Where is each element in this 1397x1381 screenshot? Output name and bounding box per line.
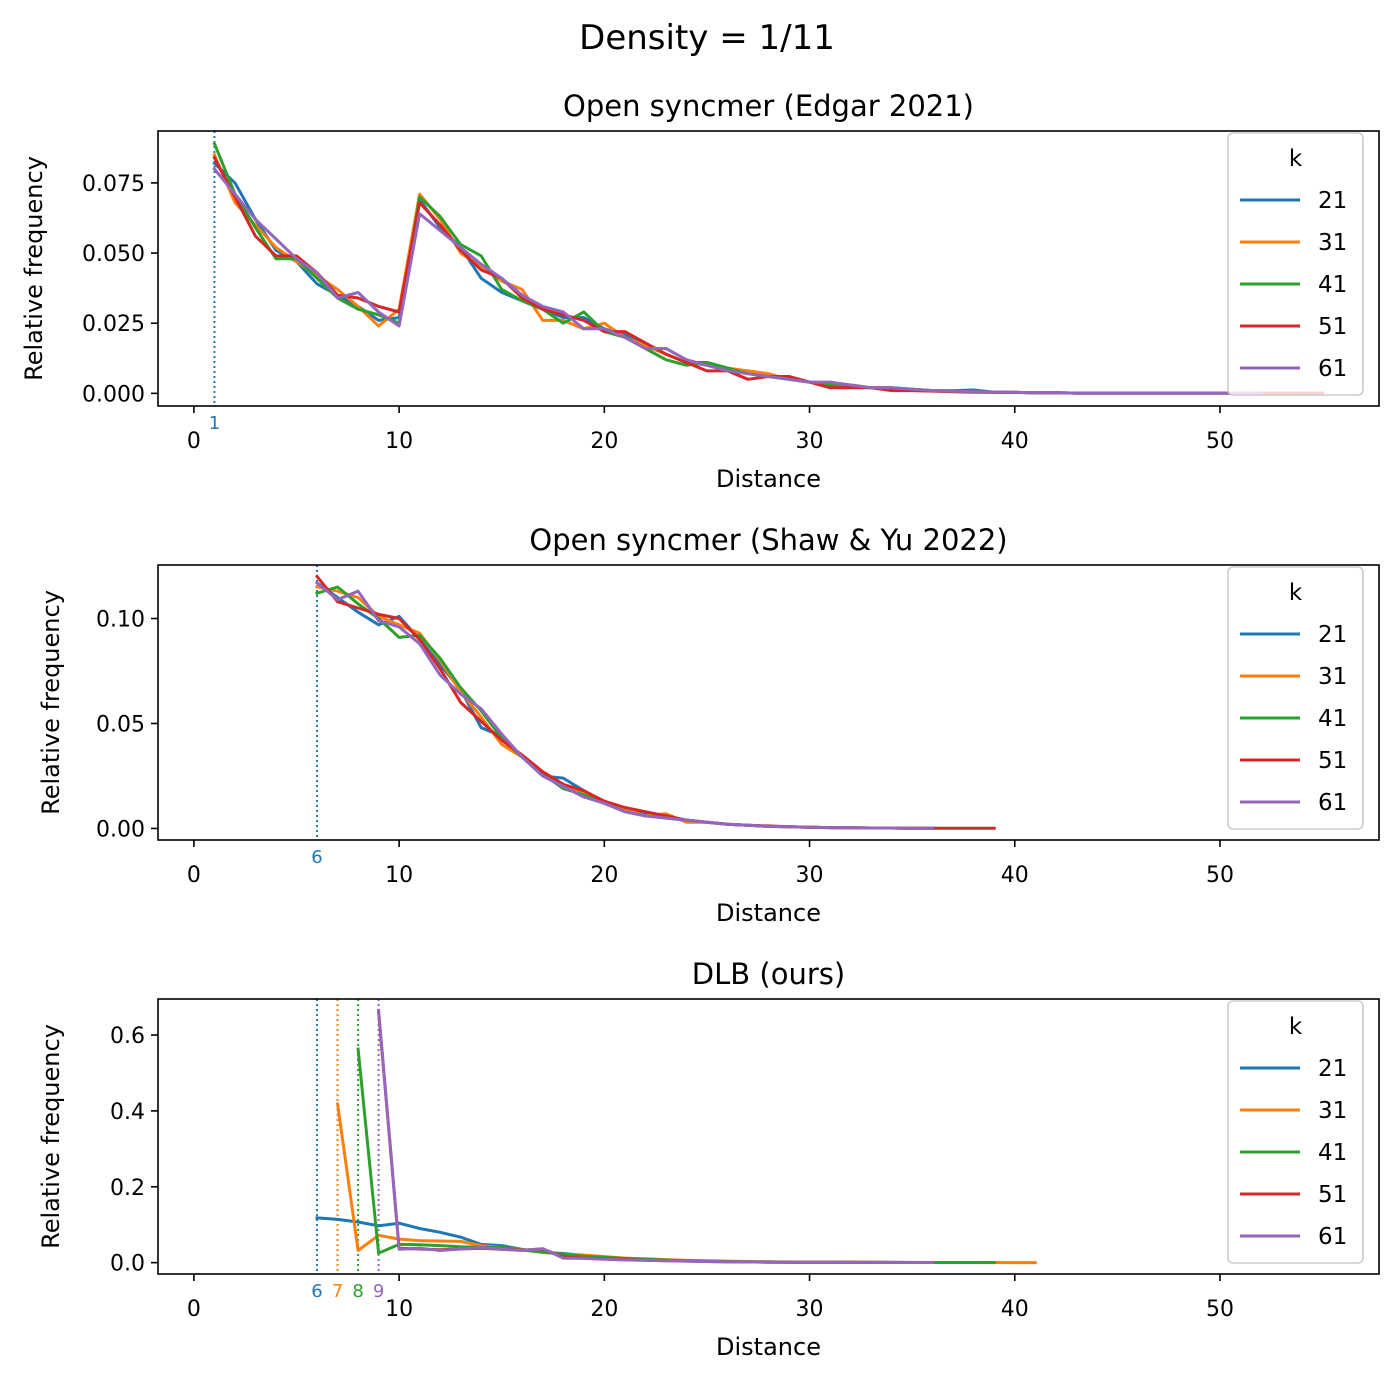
x-tick-label: 50 — [1206, 863, 1234, 888]
legend-label-k41: 41 — [1318, 272, 1347, 298]
plot-area — [315, 999, 1037, 1274]
legend-title: k — [1289, 1014, 1303, 1040]
threshold-label: 1 — [209, 413, 220, 434]
axes-frame — [157, 998, 1380, 1275]
series-line-k61 — [314, 580, 935, 830]
y-tick-label: 0.2 — [110, 1176, 145, 1201]
x-tick-label: 50 — [1206, 1297, 1234, 1322]
legend-label-k31: 31 — [1318, 1098, 1347, 1124]
panel-1: Open syncmer (Edgar 2021) 10 10 20 30 40 50 0.0… — [20, 89, 1380, 493]
x-tick-label: 0 — [187, 863, 201, 888]
plot-area — [314, 565, 996, 840]
x-tick-label: 30 — [796, 863, 824, 888]
figure-suptitle: Density = 1/11 — [579, 18, 835, 58]
threshold-label: 9 — [373, 1281, 384, 1302]
x-axis-label: Distance — [716, 1333, 821, 1361]
x-tick-label: 30 — [796, 1297, 824, 1322]
legend-label-k21: 21 — [1318, 1056, 1347, 1082]
threshold-label: 7 — [332, 1281, 343, 1302]
x-tick-label: 30 — [796, 429, 824, 454]
y-axis-label: Relative frequency — [37, 590, 65, 815]
x-tick-label: 0 — [187, 429, 201, 454]
x-tick-label: 10 — [385, 429, 413, 454]
x-tick-label: 50 — [1206, 429, 1234, 454]
x-tick-label: 0 — [187, 1297, 201, 1322]
x-axis-label: Distance — [716, 899, 821, 927]
legend-label-k41: 41 — [1318, 1140, 1347, 1166]
legend-label-k51: 51 — [1318, 748, 1347, 774]
y-tick-label: 0.10 — [96, 608, 145, 633]
legend-label-k61: 61 — [1318, 790, 1347, 816]
legend: k 21 31 41 51 61 — [1227, 566, 1364, 830]
series-line-k61 — [376, 1008, 935, 1264]
legend-title: k — [1289, 146, 1303, 172]
legend-label-k51: 51 — [1318, 314, 1347, 340]
legend-label-k21: 21 — [1318, 188, 1347, 214]
y-tick-label: 0.00 — [96, 817, 145, 842]
panels: Open syncmer (Edgar 2021)10 10 20 30 40 500.0… — [20, 89, 1380, 1361]
y-tick-label: 0.050 — [82, 242, 145, 267]
series-line-k61 — [212, 166, 1263, 395]
x-tick-label: 40 — [1001, 1297, 1029, 1322]
axes-frame — [157, 564, 1380, 841]
legend-title: k — [1289, 580, 1303, 606]
threshold-label: 6 — [311, 847, 322, 868]
threshold-label: 8 — [352, 1281, 363, 1302]
legend-label-k31: 31 — [1318, 230, 1347, 256]
y-tick-label: 0.05 — [96, 712, 145, 737]
legend-label-k21: 21 — [1318, 622, 1347, 648]
y-tick-label: 0.000 — [82, 382, 145, 407]
threshold-label: 6 — [311, 1281, 322, 1302]
legend-label-k41: 41 — [1318, 706, 1347, 732]
x-tick-label: 20 — [590, 863, 618, 888]
panel-title: Open syncmer (Edgar 2021) — [563, 89, 974, 123]
y-tick-label: 0.075 — [82, 172, 145, 197]
y-axis-label: Relative frequency — [37, 1024, 65, 1249]
panel-title: Open syncmer (Shaw & Yu 2022) — [529, 523, 1007, 557]
y-tick-label: 0.0 — [110, 1252, 145, 1277]
axes-frame — [157, 130, 1380, 407]
legend: k 21 31 41 51 61 — [1227, 1000, 1364, 1264]
legend-label-k31: 31 — [1318, 664, 1347, 690]
x-tick-label: 20 — [590, 429, 618, 454]
panel-title: DLB (ours) — [692, 957, 845, 991]
y-tick-label: 0.6 — [110, 1024, 145, 1049]
legend: k 21 31 41 51 61 — [1227, 132, 1364, 396]
y-tick-label: 0.4 — [110, 1100, 145, 1125]
x-tick-label: 10 — [385, 1297, 413, 1322]
legend-label-k61: 61 — [1318, 356, 1347, 382]
x-tick-label: 10 — [385, 863, 413, 888]
x-tick-label: 40 — [1001, 429, 1029, 454]
x-tick-label: 20 — [590, 1297, 618, 1322]
legend-label-k61: 61 — [1318, 1224, 1347, 1250]
panel-3: DLB (ours) 6 7 8 9 0 10 20 30 40 50 0.0 0.2 0.4 0.6 Dis… — [37, 957, 1380, 1361]
y-axis-label: Relative frequency — [20, 156, 48, 381]
plot-area — [212, 131, 1325, 406]
panel-2: Open syncmer (Shaw & Yu 2022) 6 0 10 20 30 40 5… — [37, 523, 1380, 927]
x-axis-label: Distance — [716, 465, 821, 493]
x-tick-label: 40 — [1001, 863, 1029, 888]
y-tick-label: 0.025 — [82, 312, 145, 337]
legend-label-k51: 51 — [1318, 1182, 1347, 1208]
